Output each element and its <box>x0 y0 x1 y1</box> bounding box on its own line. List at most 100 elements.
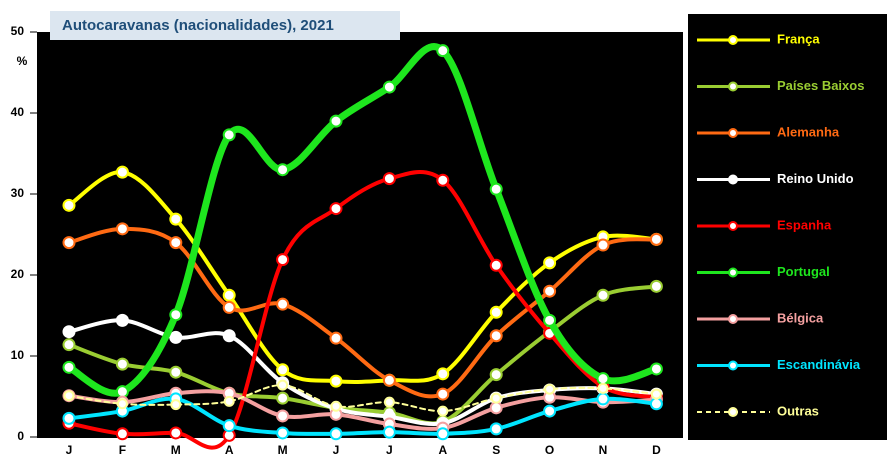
marker <box>489 422 503 436</box>
marker <box>436 427 450 441</box>
marker <box>115 165 129 179</box>
x-tick-label: N <box>599 443 608 457</box>
x-tick-label: D <box>652 443 661 457</box>
x-tick-label: S <box>492 443 500 457</box>
marker <box>62 360 76 374</box>
marker <box>329 331 343 345</box>
marker <box>329 202 343 216</box>
legend-label: Outras <box>777 403 819 418</box>
marker <box>436 173 450 187</box>
legend-label: Alemanha <box>777 124 840 139</box>
marker <box>329 374 343 388</box>
marker <box>543 404 557 418</box>
legend-marker <box>728 407 738 417</box>
marker <box>649 362 663 376</box>
plot <box>62 43 663 450</box>
x-tick-label: A <box>225 443 234 457</box>
marker <box>489 401 503 415</box>
marker <box>222 329 236 343</box>
marker <box>543 256 557 270</box>
marker <box>382 80 396 94</box>
marker <box>62 325 76 339</box>
x-tick-label: M <box>171 443 181 457</box>
marker <box>169 330 183 344</box>
marker <box>490 392 502 404</box>
marker <box>115 313 129 327</box>
plot-area <box>37 32 683 438</box>
marker <box>329 114 343 128</box>
marker <box>222 128 236 142</box>
y-tick-label: 10 <box>11 348 25 362</box>
marker <box>115 222 129 236</box>
marker <box>650 388 662 400</box>
x-tick-label: J <box>333 443 340 457</box>
y-tick-label: 40 <box>11 105 25 119</box>
legend-label: Bélgica <box>777 310 824 325</box>
legend-marker <box>728 35 738 45</box>
chart-title: Autocaravanas (nacionalidades), 2021 <box>62 17 334 34</box>
marker <box>222 300 236 314</box>
marker <box>544 383 556 395</box>
marker <box>277 379 289 391</box>
marker <box>276 163 290 177</box>
marker <box>62 338 76 352</box>
marker <box>543 284 557 298</box>
marker <box>170 399 182 411</box>
marker <box>489 258 503 272</box>
x-tick-label: M <box>278 443 288 457</box>
marker <box>596 372 610 386</box>
x-tick-label: O <box>545 443 554 457</box>
y-tick-label: 30 <box>11 186 25 200</box>
marker <box>276 363 290 377</box>
marker <box>596 392 610 406</box>
marker <box>276 409 290 423</box>
legend-label: Reino Unido <box>777 171 854 186</box>
marker <box>489 305 503 319</box>
legend-marker <box>728 267 738 278</box>
marker <box>115 357 129 371</box>
legend-label: França <box>777 31 820 46</box>
legend-marker <box>728 128 738 138</box>
marker <box>222 288 236 302</box>
marker <box>489 329 503 343</box>
marker <box>649 279 663 293</box>
marker <box>596 238 610 252</box>
marker <box>489 182 503 196</box>
legend-marker <box>728 81 738 92</box>
marker <box>276 426 290 440</box>
marker <box>436 387 450 401</box>
marker <box>63 390 75 402</box>
marker <box>116 398 128 410</box>
legend-label: Países Baixos <box>777 78 864 93</box>
marker <box>437 405 449 417</box>
marker <box>222 419 236 433</box>
marker <box>596 288 610 302</box>
marker <box>276 253 290 267</box>
x-tick-label: J <box>386 443 393 457</box>
legend-label: Portugal <box>777 264 830 279</box>
marker <box>223 395 235 407</box>
marker <box>62 411 76 425</box>
marker <box>276 297 290 311</box>
marker <box>436 44 450 58</box>
y-axis-label: % <box>17 54 28 68</box>
marker <box>329 427 343 441</box>
x-tick-label: F <box>119 443 126 457</box>
y-tick-label: 50 <box>11 24 25 38</box>
marker <box>383 396 395 408</box>
x-tick-label: A <box>438 443 447 457</box>
legend-marker <box>728 314 738 324</box>
marker <box>382 373 396 387</box>
legend-marker <box>728 360 738 371</box>
marker <box>62 236 76 250</box>
y-tick-label: 0 <box>17 429 24 443</box>
legend-label: Escandinávia <box>777 357 861 372</box>
y-tick-label: 20 <box>11 267 25 281</box>
marker <box>169 426 183 440</box>
marker <box>169 236 183 250</box>
title-box <box>50 11 400 40</box>
marker <box>649 397 663 411</box>
marker <box>330 400 342 412</box>
marker <box>169 212 183 226</box>
